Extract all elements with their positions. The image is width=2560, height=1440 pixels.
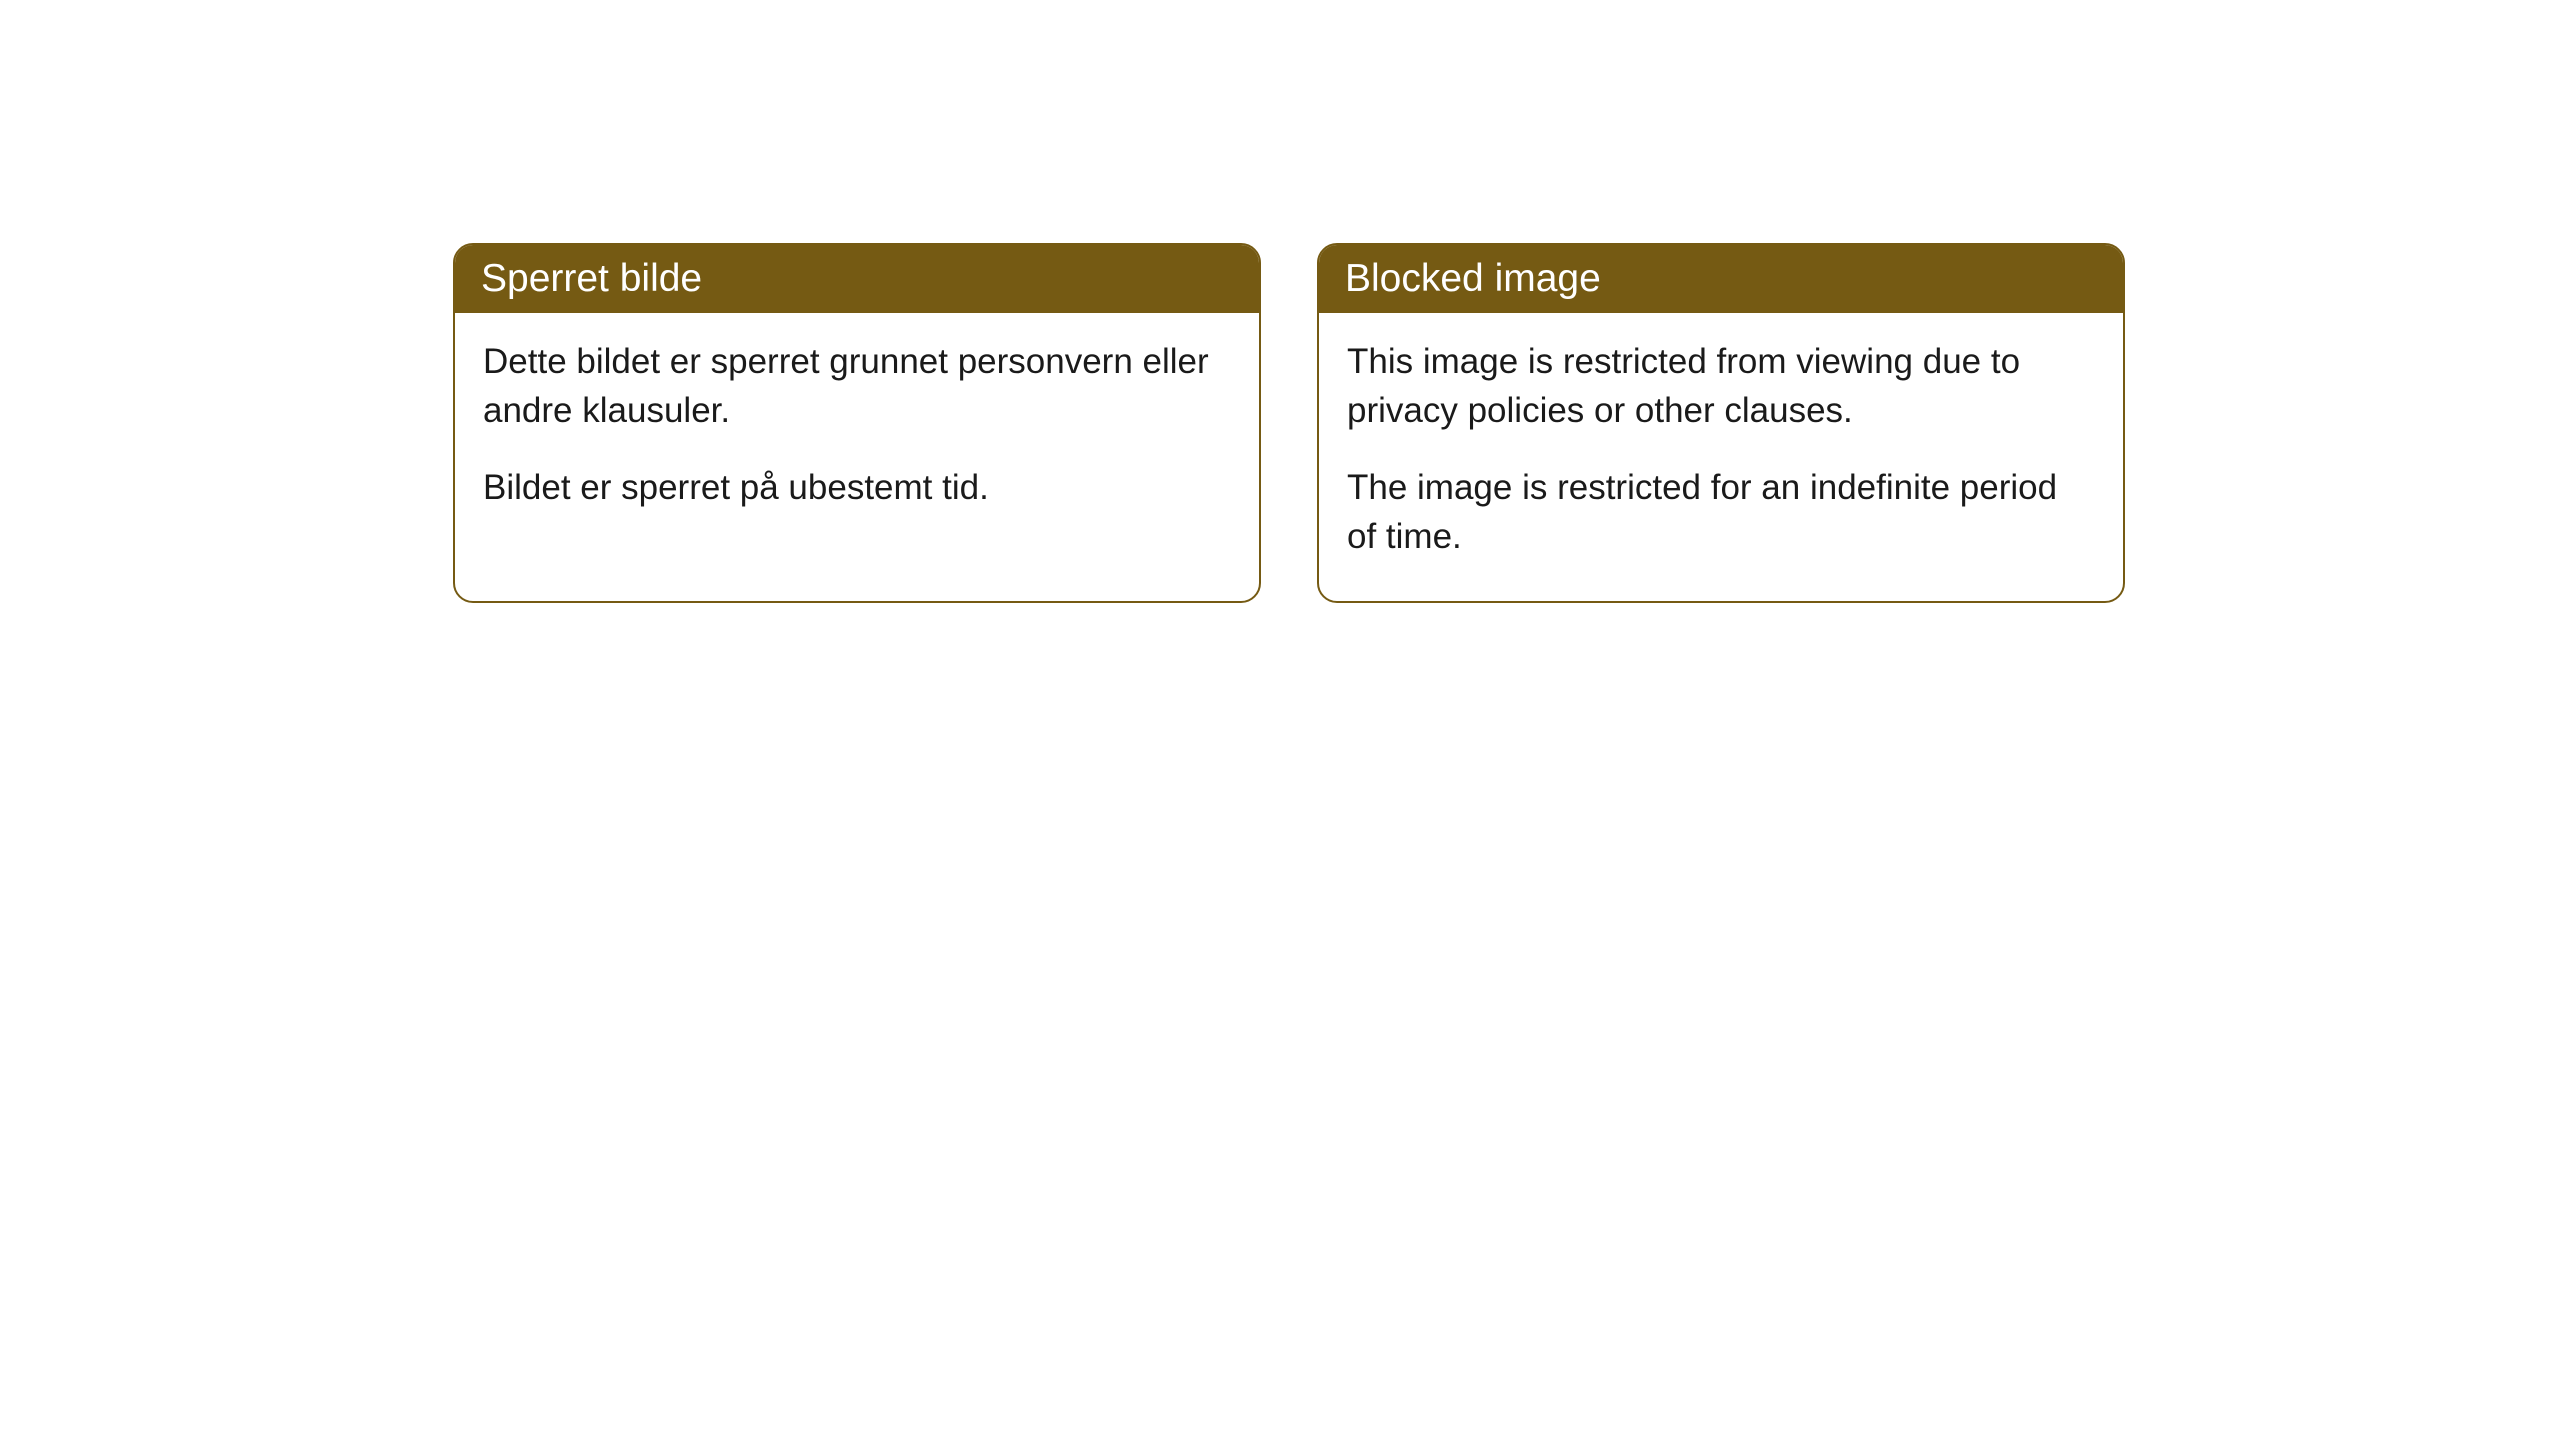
card-paragraph-2-en: The image is restricted for an indefinit… [1347, 463, 2095, 561]
card-body-en: This image is restricted from viewing du… [1319, 313, 2123, 601]
blocked-image-card-no: Sperret bilde Dette bildet er sperret gr… [453, 243, 1261, 603]
card-paragraph-1-en: This image is restricted from viewing du… [1347, 337, 2095, 435]
card-header-no: Sperret bilde [455, 245, 1259, 313]
cards-container: Sperret bilde Dette bildet er sperret gr… [0, 0, 2560, 603]
card-paragraph-1-no: Dette bildet er sperret grunnet personve… [483, 337, 1231, 435]
card-header-en: Blocked image [1319, 245, 2123, 313]
blocked-image-card-en: Blocked image This image is restricted f… [1317, 243, 2125, 603]
card-paragraph-2-no: Bildet er sperret på ubestemt tid. [483, 463, 1231, 512]
card-body-no: Dette bildet er sperret grunnet personve… [455, 313, 1259, 552]
